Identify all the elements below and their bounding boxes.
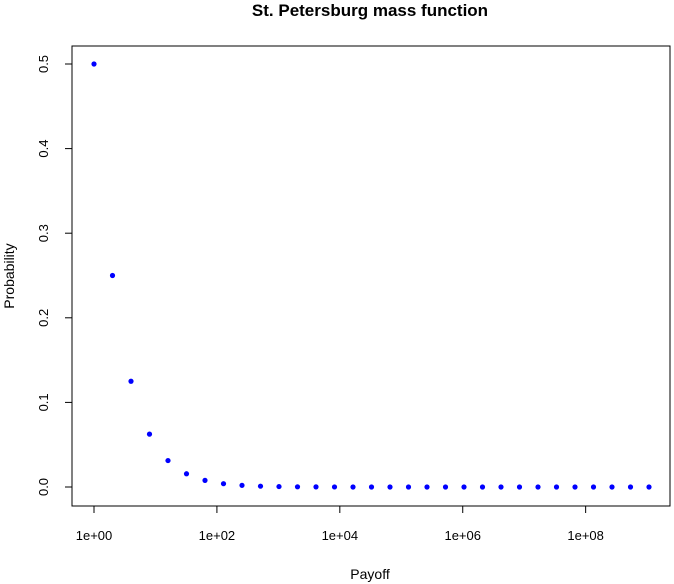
data-point: [516, 484, 523, 490]
x-tick-label: 1e+06: [444, 528, 481, 543]
y-tick-label: 0.1: [36, 393, 51, 411]
data-point: [387, 484, 393, 490]
data-point: [109, 272, 116, 279]
data-point: [128, 378, 134, 384]
data-point: [646, 484, 652, 490]
x-tick-label: 1e+02: [199, 528, 236, 543]
data-point: [442, 484, 449, 490]
x-tick-label: 1e+04: [322, 528, 359, 543]
data-point: [424, 484, 430, 490]
data-point: [553, 484, 560, 490]
data-point: [91, 61, 97, 67]
data-point: [368, 484, 375, 490]
data-point: [183, 471, 190, 477]
y-axis: 0.0 0.1 0.2 0.3 0.4 0.5: [36, 55, 73, 496]
y-tick-label: 0.2: [36, 309, 51, 327]
data-point: [572, 484, 578, 490]
data-point: [609, 484, 615, 490]
data-point: [535, 484, 541, 490]
x-axis: 1e+00 1e+02 1e+04 1e+06 1e+08: [76, 505, 604, 543]
y-tick-label: 0.5: [36, 55, 51, 73]
data-point: [239, 482, 245, 488]
data-point: [590, 484, 597, 490]
data-point: [479, 484, 486, 490]
data-point: [313, 484, 319, 490]
y-tick-label: 0.4: [36, 140, 51, 158]
data-point: [331, 484, 338, 490]
data-point: [461, 484, 467, 490]
x-axis-label: Payoff: [350, 566, 390, 582]
y-tick-label: 0.0: [36, 478, 51, 496]
plot-frame: [71, 45, 671, 507]
data-point: [146, 431, 153, 437]
x-tick-label: 1e+08: [567, 528, 604, 543]
data-point: [165, 457, 171, 464]
x-tick-label: 1e+00: [76, 528, 113, 543]
data-point: [257, 483, 264, 489]
data-point: [405, 484, 412, 490]
data-point: [202, 477, 208, 483]
data-point: [294, 484, 301, 490]
data-point: [276, 483, 282, 490]
data-point: [498, 484, 504, 490]
chart-title: St. Petersburg mass function: [252, 1, 488, 20]
y-tick-label: 0.3: [36, 224, 51, 242]
y-axis-label: Probability: [1, 243, 17, 308]
data-point: [350, 484, 356, 490]
data-points: [91, 61, 652, 490]
data-point: [627, 484, 634, 490]
data-point: [220, 481, 227, 487]
